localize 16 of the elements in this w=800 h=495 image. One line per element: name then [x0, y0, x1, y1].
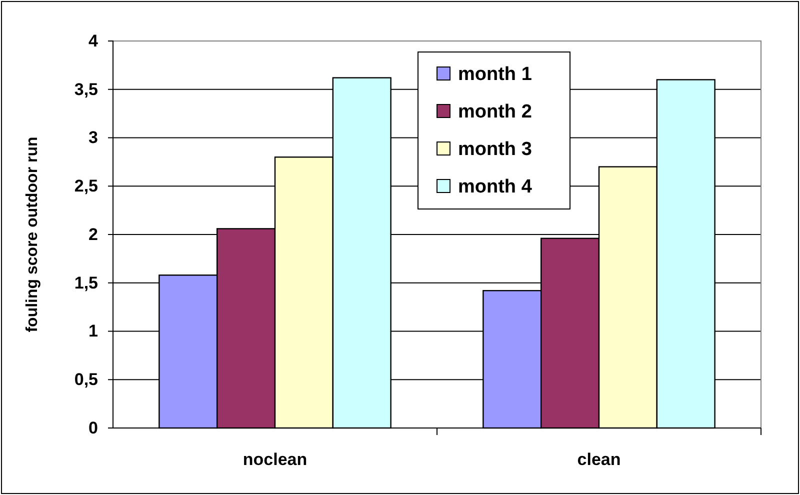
legend-label: month 3	[458, 139, 532, 160]
y-tick-label: 0	[88, 418, 98, 438]
y-tick-label: 0,5	[74, 370, 98, 390]
y-tick-label: 2	[88, 224, 98, 244]
y-tick-label: 1,5	[74, 273, 98, 292]
legend-label: month 4	[458, 176, 532, 198]
y-axis-title: fouling score outdoor run	[24, 136, 41, 332]
x-tick-label: clean	[577, 450, 621, 470]
y-tick-label: 2,5	[74, 176, 98, 196]
x-tick-label: noclean	[242, 450, 308, 470]
y-tick-label: 4	[88, 31, 99, 50]
legend-label: month 2	[458, 102, 532, 122]
y-tick-label: 1	[88, 322, 98, 341]
y-tick-label: 3	[88, 128, 98, 148]
legend-label: month 1	[458, 64, 532, 85]
y-tick-label: 3,5	[74, 80, 98, 99]
